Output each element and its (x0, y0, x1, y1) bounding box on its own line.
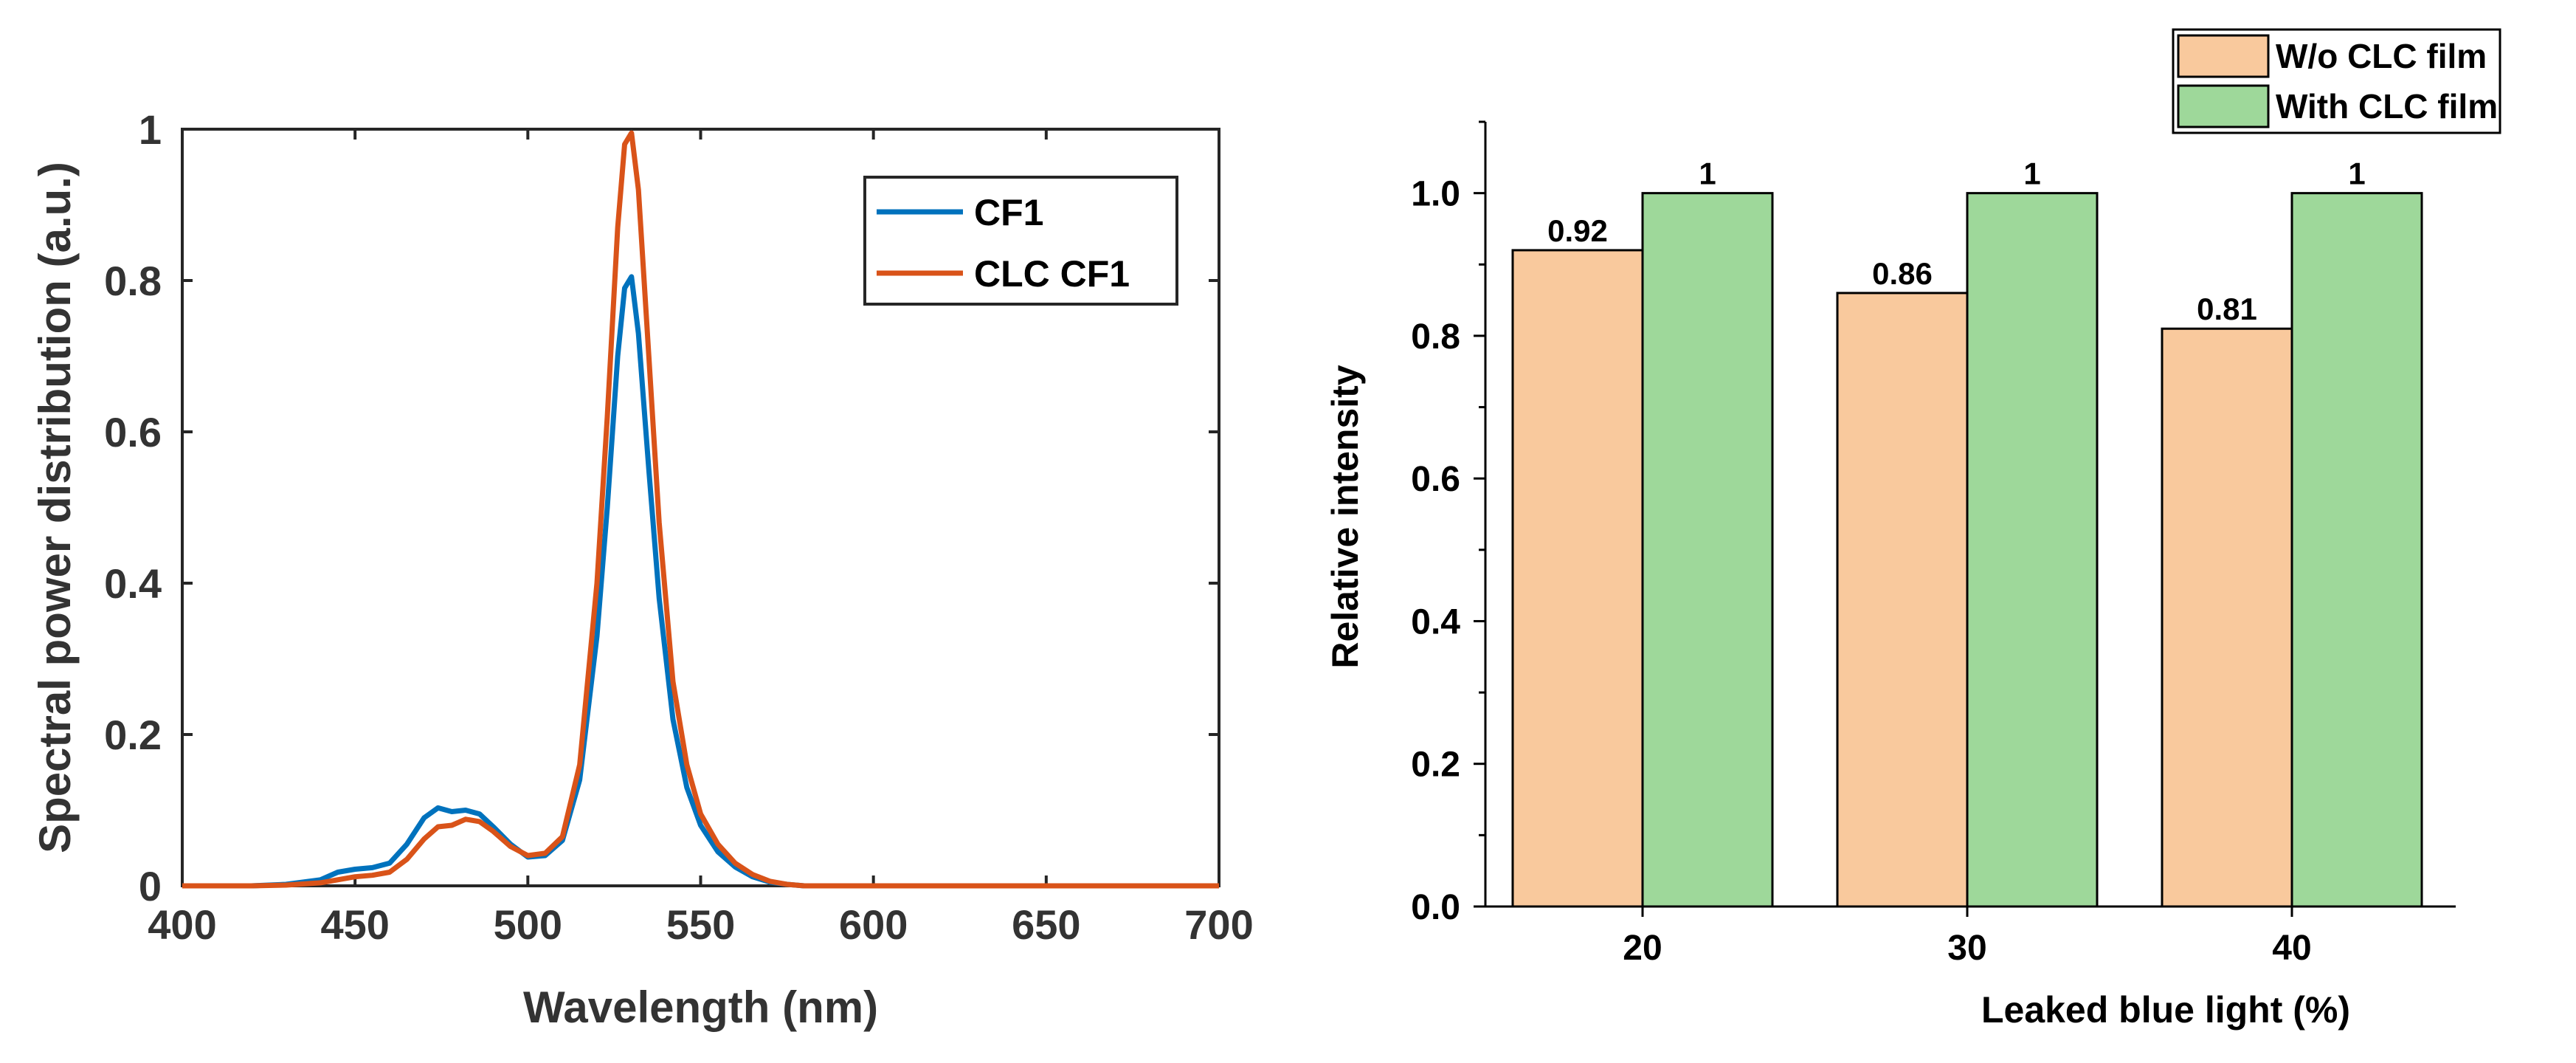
intensity-tick-labels: 20 30 40 0.0 0.2 0.4 0.6 0.8 1.0 (1411, 175, 2311, 968)
intensity-x-tick-label: 40 (2272, 929, 2311, 968)
bar-wo-clc-film-20 (1511, 249, 1644, 908)
spectrum-y-tick-label: 1 (139, 106, 162, 153)
spectrum-x-tick-label: 500 (494, 901, 562, 948)
spectrum-y-tick-label: 0.4 (104, 560, 162, 607)
bar-wo-clc-film-40 (2161, 327, 2293, 908)
intensity-y-tick-label: 1.0 (1411, 175, 1460, 214)
legend-swatch-wo-clc-film (2177, 34, 2270, 78)
spectrum-y-tick-label: 0.8 (104, 258, 162, 304)
bar-data-label: 1 (2023, 156, 2040, 191)
legend-label-clc-cf1: CLC CF1 (974, 253, 1130, 295)
spectrum-x-tick-label: 650 (1012, 901, 1080, 948)
spectrum-x-tick-label: 450 (320, 901, 389, 948)
bar-with-clc-film-20 (1641, 192, 1774, 908)
intensity-y-tick-label: 0.2 (1411, 746, 1460, 785)
spectrum-series-line-clc-cf1 (182, 130, 1219, 889)
spectrum-y-tick-label: 0.6 (104, 409, 162, 455)
bar-data-label: 0.86 (1872, 256, 1933, 291)
bar-with-clc-film-30 (1966, 192, 2099, 908)
intensity-x-tick-label: 30 (1947, 929, 1986, 968)
intensity-y-tick-label: 0.0 (1411, 888, 1460, 927)
spectrum-y-tick-label: 0 (139, 863, 162, 909)
intensity-bars (1511, 192, 2423, 908)
spectrum-x-tick-label: 600 (839, 901, 908, 948)
spectrum-y-tick-label: 0.2 (104, 712, 162, 758)
legend-label-wo-clc-film: W/o CLC film (2276, 37, 2487, 75)
intensity-y-tick-label: 0.4 (1411, 602, 1460, 641)
legend-label-with-clc-film: With CLC film (2276, 87, 2498, 125)
intensity-bar-data-labels: 0.92 1 0.86 1 0.81 1 (1547, 156, 2366, 327)
intensity-x-axis-label: Leaked blue light (%) (1981, 989, 2350, 1031)
spectrum-tick-labels: 400 450 500 550 600 650 700 0 0.2 0.4 0.6 0.8 1 (104, 106, 1254, 948)
intensity-legend: W/o CLC film With CLC film (2172, 28, 2501, 134)
intensity-y-axis-label: Relative intensity (1325, 365, 1366, 668)
bar-data-label: 0.81 (2197, 292, 2257, 326)
spectrum-line-chart: 400 450 500 550 600 650 700 0 0.2 0.4 0.6 0.8 1 Wave… (30, 106, 1254, 1032)
spectrum-legend-box (863, 176, 1178, 306)
bar-with-clc-film-40 (2290, 192, 2423, 908)
bar-wo-clc-film-30 (1836, 292, 1969, 908)
intensity-axes (1474, 120, 2456, 917)
legend-swatch-with-clc-film (2177, 84, 2270, 128)
intensity-y-tick-label: 0.6 (1411, 460, 1460, 499)
spectrum-x-tick-label: 550 (666, 901, 735, 948)
legend-label-cf1: CF1 (974, 192, 1043, 233)
bar-data-label: 0.92 (1547, 213, 1608, 248)
bar-data-label: 1 (2348, 156, 2365, 191)
spectrum-x-axis-label: Wavelength (nm) (523, 983, 878, 1032)
spectrum-legend: CF1 CLC CF1 (863, 176, 1178, 306)
spectrum-y-axis-label: Spectral power distribution (a.u.) (30, 162, 80, 853)
spectrum-series-line-cf1 (182, 274, 1219, 889)
spectrum-x-tick-label: 700 (1184, 901, 1253, 948)
intensity-y-tick-label: 0.8 (1411, 317, 1460, 357)
spectrum-series-lines (182, 130, 1219, 889)
relative-intensity-bar-chart: 0.92 1 0.86 1 0.81 1 20 30 40 0.0 0.2 0.4 0.6 0.8 1.0… (1325, 28, 2501, 1031)
intensity-x-tick-label: 20 (1623, 929, 1662, 968)
spectrum-x-tick-label: 400 (148, 901, 216, 948)
bar-data-label: 1 (1699, 156, 1716, 191)
